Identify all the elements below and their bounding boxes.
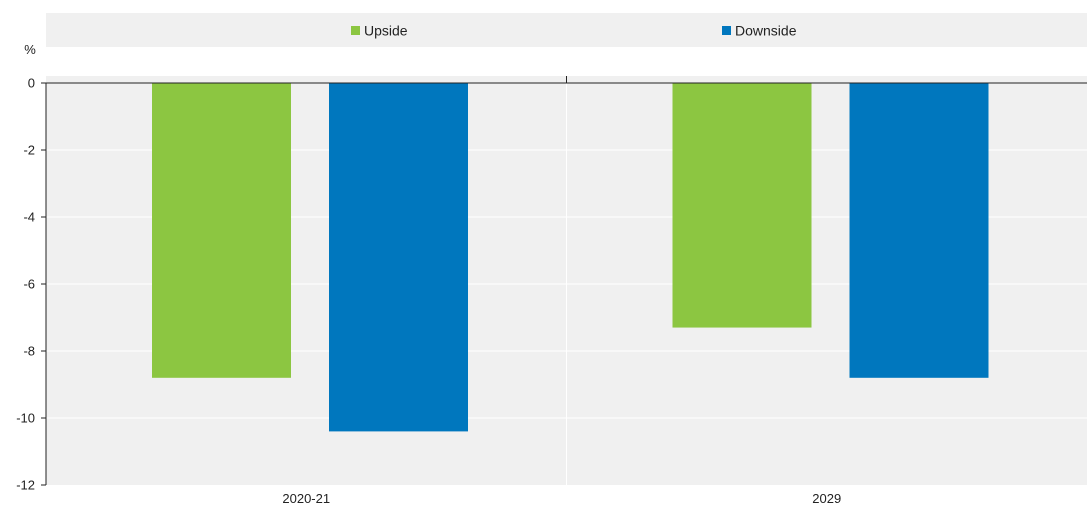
- legend-label-upside: Upside: [364, 23, 408, 39]
- y-tick-label: -10: [16, 411, 35, 426]
- y-tick-label: -12: [16, 478, 35, 493]
- y-tick-label: -4: [23, 210, 35, 225]
- y-tick-label: -6: [23, 277, 35, 292]
- legend-swatch-upside: [351, 26, 360, 35]
- bar-downside-2029: [849, 83, 989, 378]
- y-axis-unit-label: %: [24, 42, 36, 57]
- x-tick-label: 2029: [812, 491, 841, 506]
- y-tick-label: 0: [28, 76, 35, 91]
- legend-swatch-downside: [722, 26, 731, 35]
- x-tick-label: 2020-21: [282, 491, 330, 506]
- legend-label-downside: Downside: [735, 23, 797, 39]
- legend-background: [46, 13, 1087, 47]
- bar-downside-2020-21: [329, 83, 468, 432]
- axes: 0 -2 -4 -6 -8 -10 -12 2020-21 2029: [16, 76, 1087, 506]
- bars: [152, 83, 989, 432]
- y-tick-label: -8: [23, 344, 35, 359]
- bar-upside-2020-21: [152, 83, 291, 378]
- bar-upside-2029: [672, 83, 812, 328]
- y-tick-label: -2: [23, 143, 35, 158]
- legend: Upside Downside: [351, 23, 797, 39]
